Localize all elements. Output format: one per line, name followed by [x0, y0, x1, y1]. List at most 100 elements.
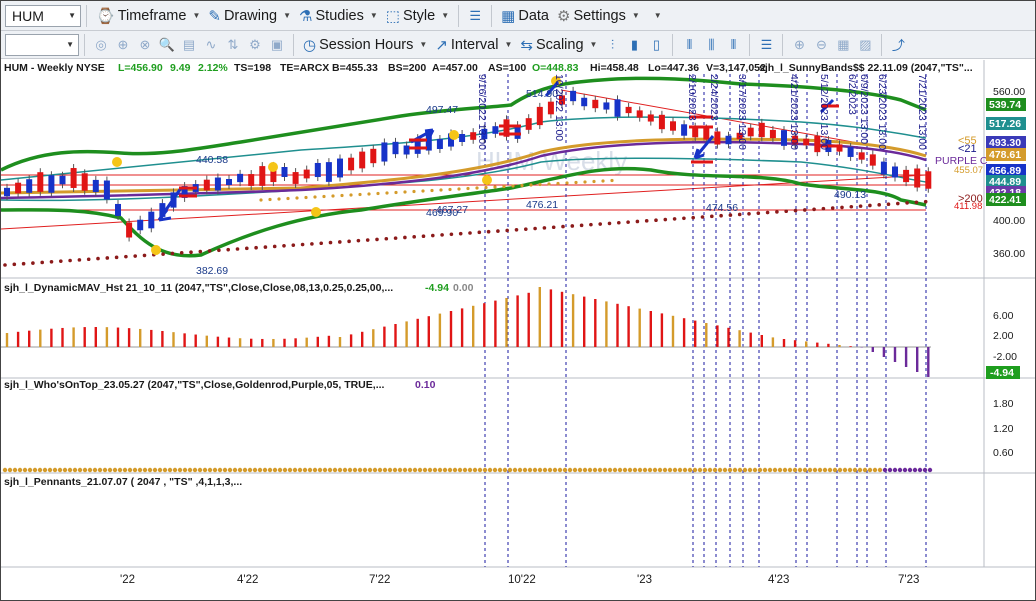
wot-dot: [57, 467, 63, 473]
drawing-menu[interactable]: ✎ Drawing ▼: [204, 4, 295, 28]
gold-dot: [574, 180, 578, 185]
price-tick: 560.00: [993, 86, 1025, 98]
x-axis-label: '23: [637, 574, 652, 586]
candle-body: [636, 110, 643, 118]
arrow-marker[interactable]: [693, 135, 715, 160]
mav-bar: [39, 329, 42, 347]
vertical-date-label: 9/16/2022 13:00: [476, 74, 488, 150]
candlestick-icon[interactable]: ▮: [630, 36, 639, 52]
trend-line[interactable]: [0, 174, 927, 230]
wot-dot: [732, 467, 738, 473]
hlc-icon[interactable]: ⫴: [730, 36, 737, 52]
wot-dot: [497, 467, 503, 473]
wot-dot: [902, 467, 908, 473]
calendar-icon[interactable]: ▦: [837, 36, 850, 52]
ma200-dot: [142, 253, 147, 258]
mav-bar: [727, 327, 730, 347]
wot-dot: [262, 467, 268, 473]
chart-canvas[interactable]: HUM Weekly HUM - Weekly NYSE L=456.90 9.4…: [0, 60, 1035, 600]
wot-dot: [142, 467, 148, 473]
ma200-dot: [421, 234, 426, 238]
signal-dot: [112, 157, 122, 167]
ma200-dot: [793, 208, 798, 213]
candle-body: [470, 132, 477, 140]
gold-dot: [475, 186, 479, 190]
data-menu[interactable]: ▦ Data: [497, 4, 553, 28]
session-hours-menu[interactable]: ◷ Session Hours ▼: [299, 33, 431, 57]
wot-dot: [842, 467, 848, 473]
zoom-out-icon[interactable]: ⊖: [815, 36, 827, 52]
scale-icon[interactable]: ⇅: [227, 36, 239, 52]
ma200-dot: [765, 210, 770, 215]
mav-bar: [438, 313, 442, 347]
cursor-icon[interactable]: ◎: [95, 36, 107, 52]
hollow-candle-icon[interactable]: ▯: [652, 36, 661, 52]
gold-dot: [367, 192, 371, 196]
window-icon[interactable]: ▣: [270, 36, 284, 52]
overflow-menu[interactable]: ▼: [644, 4, 666, 28]
wot-dot: [837, 467, 843, 473]
table-icon[interactable]: ▤: [182, 36, 196, 52]
wot-dot: [682, 467, 688, 473]
ma200-dot: [189, 250, 193, 254]
wot-dot: [577, 467, 583, 473]
ma21-label: <21: [958, 143, 977, 155]
mav-bar: [161, 330, 164, 347]
mav-bar: [427, 316, 430, 347]
chevron-down-icon: ▼: [192, 11, 201, 20]
mav-bar: [649, 311, 652, 347]
arrow-marker[interactable]: [544, 81, 560, 97]
wot-dot: [22, 467, 28, 473]
chevron-down-icon: ▼: [653, 11, 662, 20]
arrow-marker[interactable]: [157, 187, 183, 222]
studies-menu[interactable]: ⚗ Studies ▼: [295, 4, 382, 28]
chart-area[interactable]: HUM Weekly HUM - Weekly NYSE L=456.90 9.4…: [0, 60, 1035, 600]
settings-menu[interactable]: ⚙ Settings ▼: [553, 4, 644, 28]
interval-menu[interactable]: ↗ Interval ▼: [431, 33, 516, 57]
magnifier-icon[interactable]: 🔍: [158, 36, 176, 52]
crosshair-icon[interactable]: ⊕: [117, 36, 129, 52]
layout-icon[interactable]: ☰: [760, 36, 773, 52]
wot-dot: [907, 467, 913, 473]
style-menu[interactable]: ⬚ Style ▼: [382, 4, 453, 28]
symbol-combobox[interactable]: HUM ▼: [5, 4, 81, 27]
ma200-dot: [821, 206, 826, 211]
wot-dot: [592, 467, 598, 473]
line-chart-icon[interactable]: ∿: [205, 36, 217, 52]
wot-dot: [217, 467, 223, 473]
ma200-dot: [663, 217, 668, 222]
vertical-date-label: 3/17/2023 13:00: [736, 74, 748, 150]
gold-dot: [538, 182, 542, 187]
interval-combobox[interactable]: ▼: [5, 33, 79, 56]
wot-dot: [277, 467, 283, 473]
whos-on-top-dots: [2, 467, 933, 473]
add-chart-icon[interactable]: ⤴: [891, 38, 905, 53]
zoom-in-icon[interactable]: ⊕: [793, 36, 805, 52]
settings-icon[interactable]: ⚙: [249, 36, 261, 52]
wot-dot: [687, 467, 693, 473]
mav-bar: [72, 327, 75, 347]
bracket-marker: [409, 138, 427, 150]
gold-dot: [448, 187, 452, 192]
candle-body: [15, 182, 22, 194]
candle-body: [459, 134, 466, 142]
scaling-menu[interactable]: ⇆ Scaling ▼: [516, 33, 601, 57]
ohlc-icon[interactable]: ⫼: [708, 36, 715, 52]
image-icon[interactable]: ▨: [859, 36, 872, 52]
wot-dot: [52, 467, 58, 473]
bars-icon[interactable]: ⦀: [686, 36, 693, 52]
wot-dot: [827, 467, 833, 473]
layout-icon[interactable]: ☰: [469, 7, 481, 23]
wot-dot: [32, 467, 38, 473]
gold-dot: [286, 196, 290, 201]
wot-dot: [387, 467, 393, 473]
candle-body: [337, 158, 343, 178]
timeframe-menu[interactable]: ⌚ Timeframe ▼: [92, 4, 204, 28]
price-tag-label: 456.89: [989, 165, 1021, 177]
bar-chart-icon[interactable]: ⫶: [610, 36, 615, 52]
gold-dot: [295, 196, 299, 200]
candle-body: [869, 154, 876, 166]
gold-dot: [376, 191, 380, 196]
zoom-icon[interactable]: ⊗: [139, 36, 151, 52]
wot-dot: [482, 467, 488, 473]
